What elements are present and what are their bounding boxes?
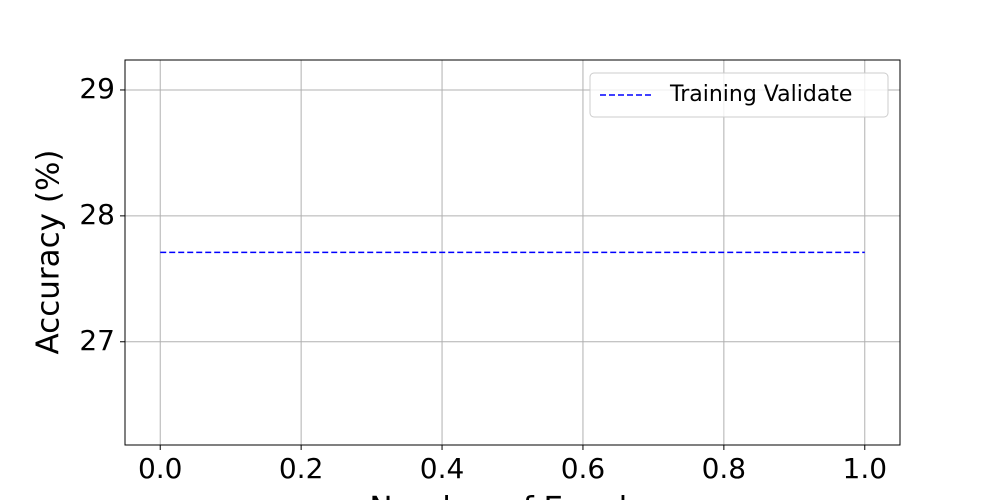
x-tick-label: 0.0	[138, 452, 183, 485]
legend-label: Training Validate	[669, 82, 852, 107]
plot-frame	[124, 59, 901, 446]
x-tick-label: 0.6	[561, 452, 606, 485]
x-tick-label: 0.8	[702, 452, 747, 485]
y-tick-label: 28	[79, 198, 115, 231]
y-tick-label: 27	[79, 324, 115, 357]
x-tick-label: 1.0	[843, 452, 888, 485]
y-tick-label: 29	[79, 72, 115, 105]
x-tick-label: 0.4	[420, 452, 465, 485]
legend-box	[589, 72, 889, 118]
x-axis-label: Number of Epochs	[369, 491, 654, 500]
x-tick-label: 0.2	[279, 452, 324, 485]
y-axis-label: Accuracy (%)	[31, 149, 67, 354]
